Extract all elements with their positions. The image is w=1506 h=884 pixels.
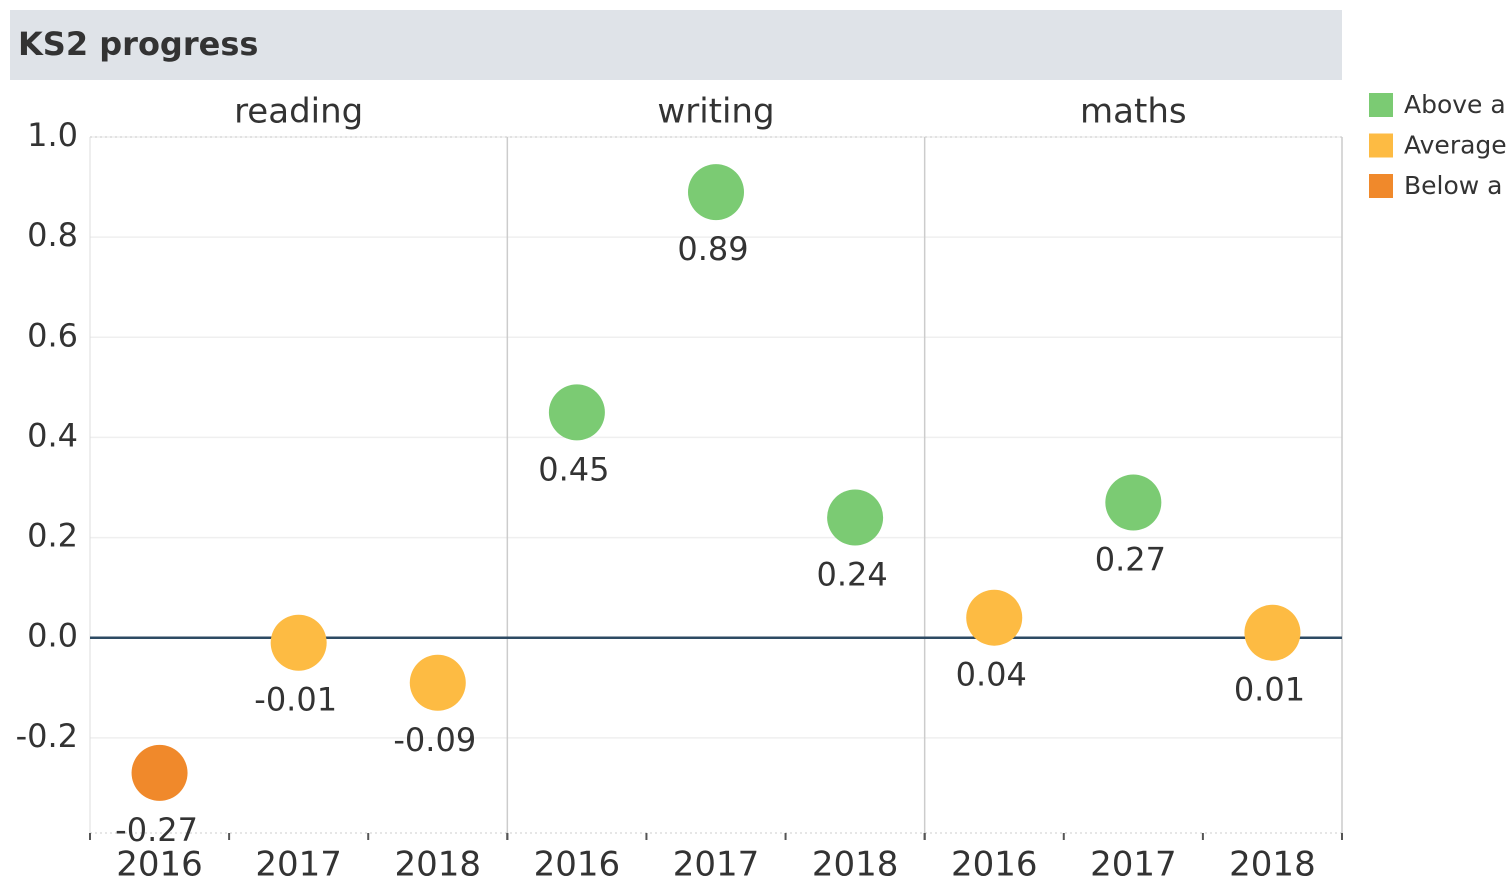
y-tick-label: 0.2 xyxy=(27,517,78,555)
dot xyxy=(827,489,884,546)
dot xyxy=(131,744,188,801)
y-tick-label: -0.2 xyxy=(16,717,78,755)
data-label: 0.04 xyxy=(956,656,1027,694)
title-bar xyxy=(10,10,1342,80)
y-tick-label: 0.0 xyxy=(27,617,78,655)
data-label: 0.27 xyxy=(1095,541,1166,579)
legend-swatch xyxy=(1369,174,1393,198)
x-tick-label: 2016 xyxy=(951,845,1038,884)
chart-title: KS2 progress xyxy=(18,25,258,63)
x-tick-label: 2018 xyxy=(1229,845,1316,884)
x-tick-label: 2016 xyxy=(116,845,203,884)
dot xyxy=(1105,474,1162,531)
dot xyxy=(409,654,466,711)
x-tick-label: 2016 xyxy=(534,845,621,884)
y-tick-label: 1.0 xyxy=(27,116,78,154)
dot xyxy=(1244,604,1301,661)
y-tick-label: 0.6 xyxy=(27,316,78,354)
x-tick-label: 2017 xyxy=(255,845,342,884)
data-label: 0.45 xyxy=(538,450,609,488)
data-label: -0.27 xyxy=(115,811,198,849)
data-label: -0.09 xyxy=(393,721,476,759)
panel-header: writing xyxy=(657,92,774,132)
data-label: 0.24 xyxy=(816,556,887,594)
dot xyxy=(688,164,744,221)
data-label: 0.89 xyxy=(677,230,748,268)
dot xyxy=(966,589,1023,646)
panel-header: maths xyxy=(1080,92,1187,132)
panel-header: reading xyxy=(234,92,363,132)
legend-label: Below a xyxy=(1404,171,1503,200)
dot xyxy=(548,384,605,441)
y-tick-label: 0.4 xyxy=(27,416,78,454)
legend-label: Above a xyxy=(1404,90,1506,119)
legend-swatch xyxy=(1369,93,1393,117)
x-tick-label: 2018 xyxy=(395,845,482,884)
y-tick-label: 0.8 xyxy=(27,216,78,254)
data-label: 0.01 xyxy=(1234,671,1305,709)
data-label: -0.01 xyxy=(254,681,337,719)
x-tick-label: 2017 xyxy=(1090,845,1177,884)
x-tick-label: 2018 xyxy=(812,845,899,884)
x-tick-label: 2017 xyxy=(673,845,760,884)
legend-swatch xyxy=(1369,133,1393,158)
legend-label: Average xyxy=(1404,131,1506,160)
dot xyxy=(270,614,327,671)
